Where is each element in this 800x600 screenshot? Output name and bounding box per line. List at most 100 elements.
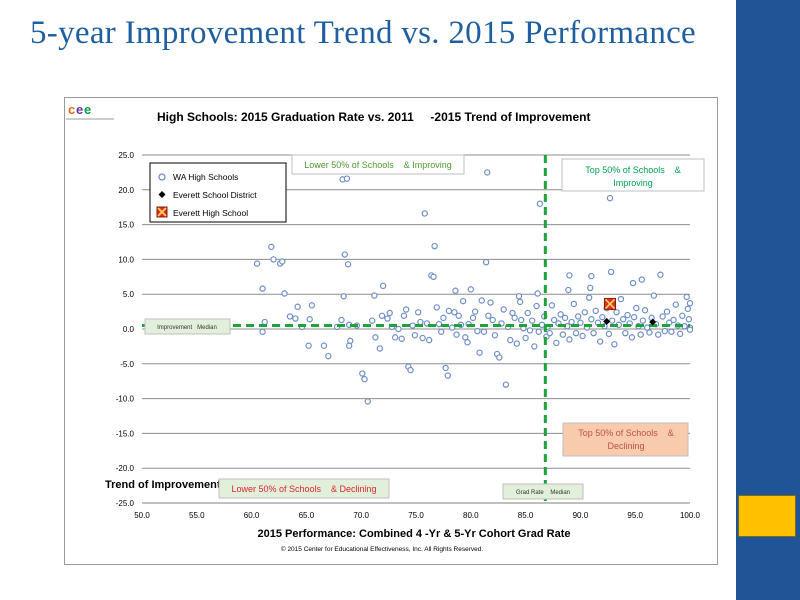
wa-school-point	[565, 286, 572, 294]
wa-school-point	[579, 332, 586, 340]
legend-label: WA High Schools	[173, 172, 238, 182]
wa-school-point	[624, 311, 631, 319]
wa-school-point	[683, 293, 690, 301]
wa-school-point	[444, 372, 451, 379]
wa-school-point	[507, 336, 514, 344]
wa-school-point	[398, 335, 405, 342]
wa-school-point	[451, 309, 458, 316]
wa-school-point	[500, 306, 507, 313]
wa-school-point	[672, 301, 679, 308]
wa-school-point	[471, 308, 479, 315]
wa-school-point	[670, 316, 677, 324]
wa-school-point	[376, 345, 384, 352]
wa-school-point	[268, 243, 275, 251]
wa-school-point	[452, 287, 459, 294]
wa-school-point	[279, 258, 286, 265]
wa-school-point	[561, 314, 569, 322]
wa-school-point	[411, 332, 419, 339]
x-tick-label: 90.0	[573, 511, 589, 520]
x-tick-label: 85.0	[518, 511, 534, 520]
wa-school-point	[417, 318, 424, 326]
wa-school-point	[646, 329, 653, 336]
wa-school-point	[294, 303, 301, 310]
wa-school-point	[641, 307, 649, 314]
wa-school-point	[534, 290, 541, 297]
wa-school-point	[515, 293, 523, 300]
wa-school-point	[663, 308, 671, 315]
wa-school-point	[425, 336, 433, 344]
wa-school-point	[590, 329, 597, 337]
wa-school-point	[414, 309, 422, 316]
wa-school-point	[588, 316, 595, 323]
everett-high-marker-x	[604, 298, 616, 310]
wa-school-point	[553, 339, 560, 347]
x-tick-label: 65.0	[299, 511, 315, 520]
wa-school-point	[668, 328, 675, 335]
wa-school-point	[685, 316, 693, 323]
wa-school-point	[526, 327, 534, 334]
median-lines	[142, 155, 690, 503]
wa-school-point	[619, 316, 627, 323]
y-tick-label: -10.0	[116, 395, 135, 404]
x-tick-label: 70.0	[353, 511, 369, 520]
wa-school-point	[343, 175, 351, 182]
wa-school-point	[442, 364, 449, 372]
wa-school-point	[474, 327, 481, 335]
wa-school-point	[686, 326, 694, 333]
wa-school-point	[606, 194, 614, 202]
legend-marker-circle	[158, 173, 166, 181]
wa-school-point	[253, 260, 261, 267]
wa-school-point	[325, 352, 332, 360]
legend: WA High Schools Everett School District …	[149, 162, 287, 223]
wa-school-point	[559, 331, 567, 338]
wa-school-point	[344, 261, 352, 268]
wa-school-point	[421, 210, 428, 217]
wa-school-point	[637, 331, 644, 338]
wa-school-point	[435, 320, 443, 328]
everett-high-point	[603, 297, 616, 310]
x-axis-label: 2015 Performance: Combined 4 -Yr & 5-Yr …	[258, 528, 571, 540]
wa-school-point	[464, 339, 471, 346]
wa-school-point	[391, 334, 399, 341]
grad-rate-median-label: Grad Rate Median	[502, 483, 584, 500]
x-tick-label: 75.0	[408, 511, 424, 520]
wa-school-point	[359, 370, 366, 377]
logo-letter: e	[84, 102, 91, 117]
wa-school-point	[638, 276, 645, 283]
legend-marker-square-x	[156, 206, 168, 218]
wa-school-point	[386, 309, 393, 317]
wa-school-point	[570, 300, 578, 308]
wa-school-point	[402, 306, 410, 313]
wa-school-point	[557, 311, 564, 318]
wa-school-point	[599, 313, 606, 321]
wa-school-point	[511, 314, 518, 322]
wa-school-point	[286, 313, 294, 320]
wa-school-point	[409, 322, 416, 329]
wa-school-point	[585, 294, 593, 301]
wa-school-point	[395, 325, 402, 333]
district-point	[603, 317, 611, 325]
wa-school-point	[587, 284, 594, 292]
wa-school-point	[522, 334, 529, 342]
chart-title: High Schools: 2015 Graduation Rate vs. 2…	[157, 110, 590, 124]
wa-school-point	[261, 318, 268, 326]
district-point	[649, 318, 657, 326]
quadrant-label-bottom-right: Top 50% of Schools & Declining	[562, 422, 689, 457]
x-tick-label: 95.0	[627, 511, 643, 520]
wa-school-point	[371, 292, 378, 299]
wa-school-point	[368, 317, 376, 324]
y-tick-label: -5.0	[120, 360, 134, 369]
wa-school-point	[502, 381, 510, 388]
wa-school-point	[270, 256, 277, 263]
wa-school-point	[622, 329, 629, 337]
wa-school-point	[617, 295, 625, 303]
wa-school-point	[433, 304, 441, 311]
wa-school-point	[372, 334, 379, 341]
wa-school-point	[630, 313, 638, 321]
wa-school-point	[361, 375, 368, 383]
wa-school-point	[633, 304, 640, 312]
wa-school-point	[650, 292, 658, 299]
wa-school-point	[592, 307, 599, 315]
wa-school-point	[596, 338, 604, 345]
wa-school-point	[259, 285, 266, 292]
